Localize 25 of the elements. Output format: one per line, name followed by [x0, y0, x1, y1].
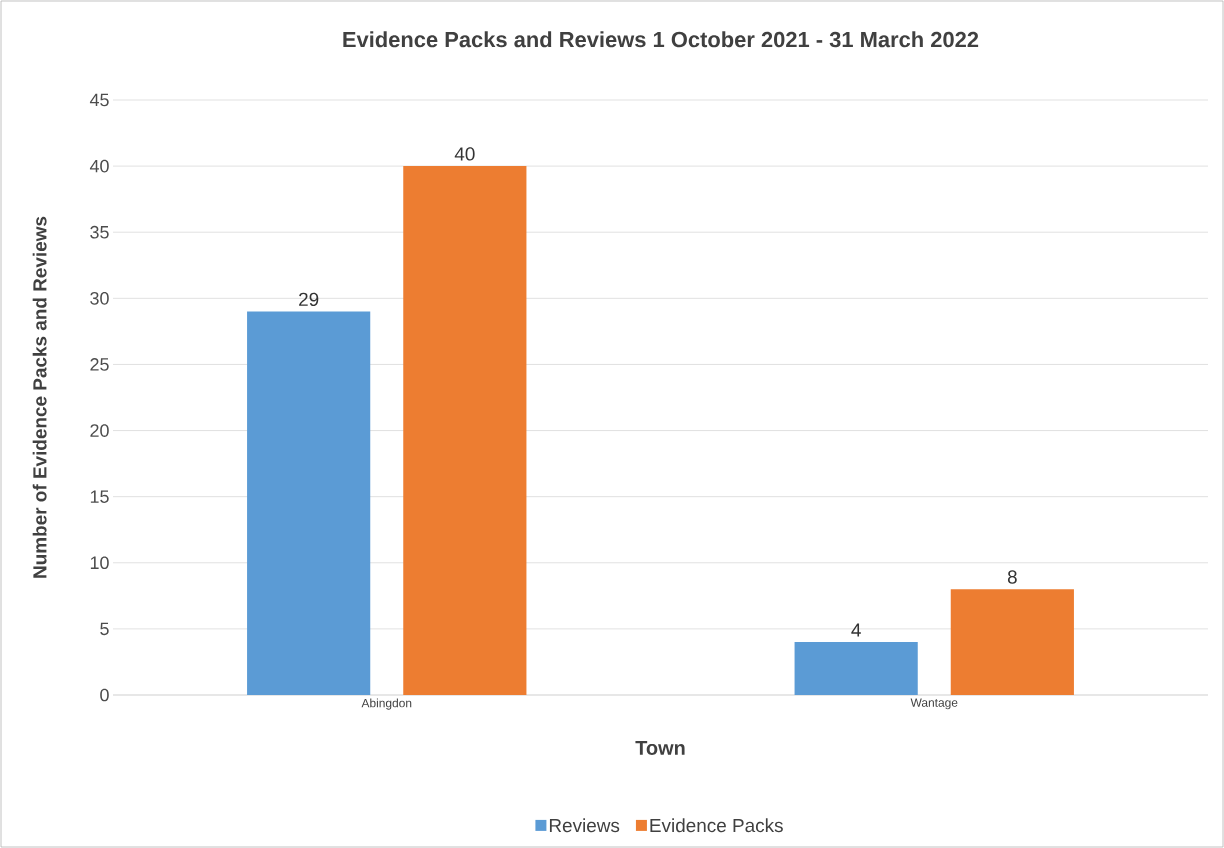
- y-tick-label: 25: [90, 358, 109, 371]
- y-tick-label: 40: [89, 159, 109, 173]
- data-label: 4: [851, 623, 861, 637]
- y-tick-label: 0: [100, 688, 109, 702]
- y-tick-label: 15: [90, 490, 109, 503]
- y-tick-label: 45: [89, 93, 109, 107]
- bar: [950, 589, 1074, 695]
- x-tick-label: Wantage: [910, 698, 958, 710]
- y-axis-title: Number of Evidence Packs and Reviews: [32, 216, 47, 578]
- y-tick-label: 20: [90, 424, 109, 437]
- y-tick-label: 30: [90, 291, 109, 305]
- legend-label: Reviews: [549, 818, 620, 833]
- bar: [247, 311, 371, 695]
- bar: [403, 166, 527, 695]
- chart-title: Evidence Packs and Reviews 1 October 2021 - 31 March 2022: [343, 31, 979, 48]
- data-label: 40: [454, 147, 475, 161]
- data-label: 29: [299, 292, 319, 307]
- x-axis-title: Town: [635, 741, 685, 755]
- bar: [794, 642, 918, 695]
- legend-label: Evidence Packs: [650, 818, 783, 833]
- x-tick-label: Abingdon: [361, 698, 412, 710]
- y-tick-label: 5: [100, 622, 109, 636]
- y-tick-label: 35: [90, 225, 109, 239]
- y-tick-label: 10: [90, 556, 109, 570]
- data-label: 8: [1007, 570, 1017, 584]
